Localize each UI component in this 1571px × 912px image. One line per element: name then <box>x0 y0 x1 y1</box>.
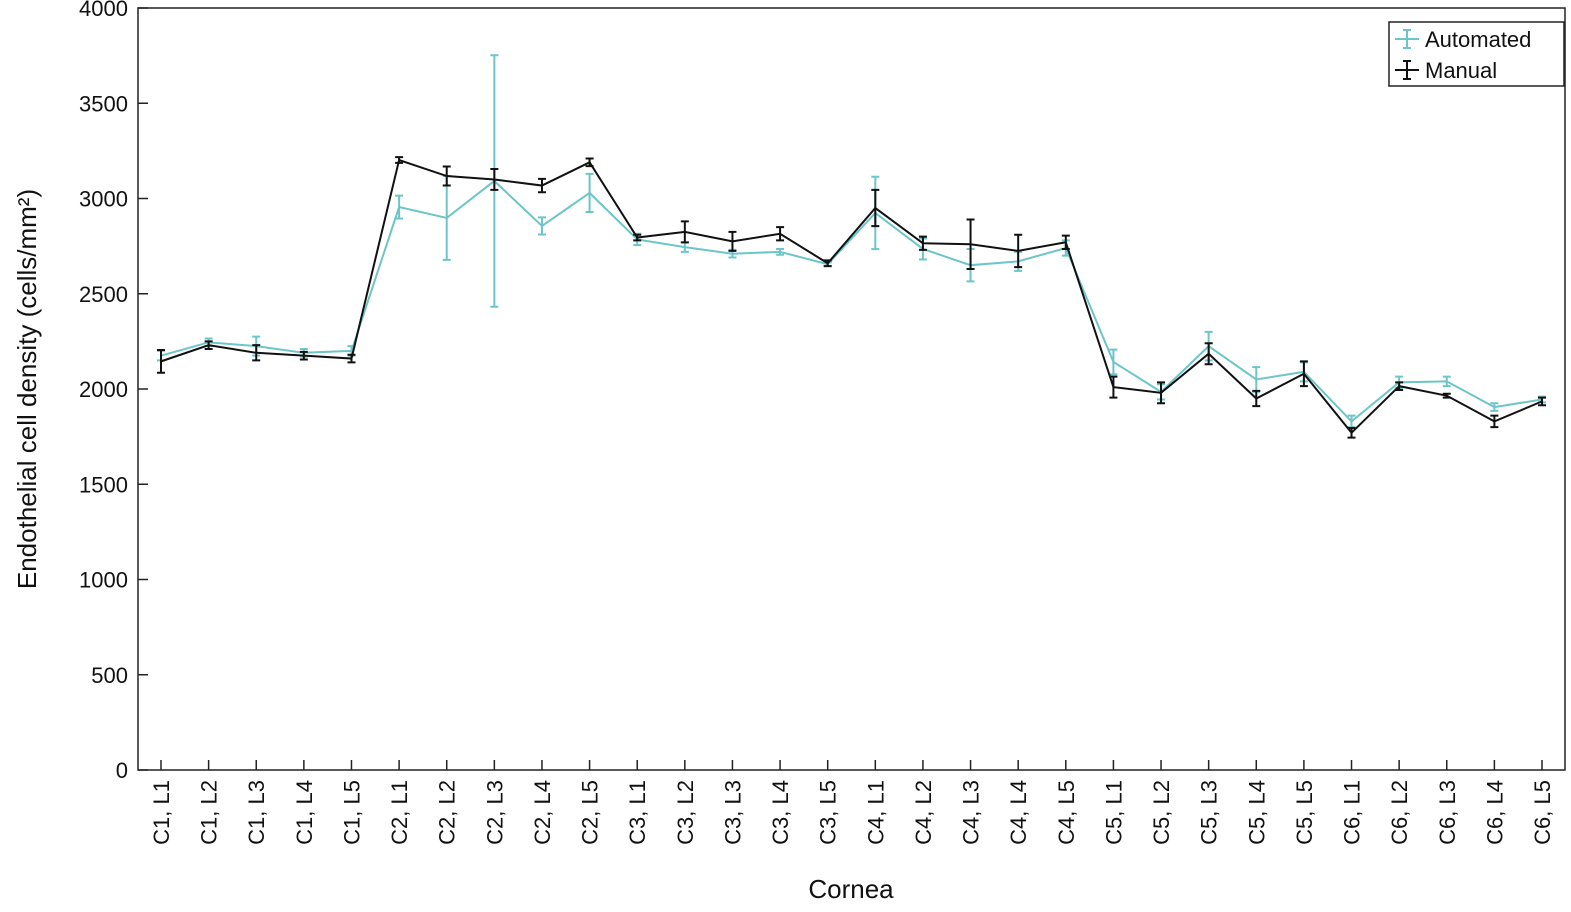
error-bar <box>1490 414 1499 429</box>
error-bar <box>1204 342 1213 366</box>
error-bar <box>395 156 404 164</box>
error-bar <box>347 353 356 364</box>
x-tick-label: C5, L4 <box>1244 780 1269 845</box>
error-bar <box>1538 396 1546 407</box>
x-tick-label: C4, L1 <box>863 780 888 845</box>
x-tick-label: C3, L5 <box>816 780 841 845</box>
error-bar <box>776 247 785 256</box>
x-tick-label: C4, L5 <box>1054 780 1079 845</box>
x-tick-label: C2, L1 <box>387 780 412 845</box>
x-tick-label: C4, L4 <box>1006 780 1031 845</box>
error-bar <box>1395 381 1404 391</box>
error-bar <box>1299 360 1308 388</box>
y-tick-label: 0 <box>116 758 128 783</box>
error-bar <box>490 167 499 191</box>
series-line <box>160 179 1543 423</box>
error-bar <box>585 172 594 214</box>
x-tick-label: C3, L3 <box>720 780 745 845</box>
legend-label: Automated <box>1425 27 1531 52</box>
x-tick-label: C2, L2 <box>435 780 460 845</box>
x-tick-label: C6, L4 <box>1482 780 1507 845</box>
y-tick-label: 2500 <box>79 282 128 307</box>
error-bar <box>204 340 213 350</box>
x-tick-label: C6, L3 <box>1435 780 1460 845</box>
error-bar <box>442 165 451 187</box>
error-bar <box>1252 389 1261 408</box>
series-line <box>160 158 1543 435</box>
y-tick-label: 1500 <box>79 472 128 497</box>
error-bar <box>252 344 261 362</box>
error-bar <box>1109 375 1118 399</box>
x-tick-label: C4, L2 <box>911 780 936 845</box>
y-tick-label: 4000 <box>79 0 128 21</box>
legend-swatch <box>1395 60 1419 80</box>
x-tick-label: C5, L2 <box>1149 780 1174 845</box>
error-bar <box>157 348 165 374</box>
y-axis-label: Endothelial cell density (cells/mm²) <box>12 189 42 589</box>
x-tick-label: C2, L5 <box>578 780 603 845</box>
x-tick-label: C2, L3 <box>482 780 507 845</box>
x-tick-label: C6, L5 <box>1530 780 1555 845</box>
y-tick-label: 3000 <box>79 187 128 212</box>
error-bar <box>537 177 546 194</box>
error-bar <box>1442 375 1451 388</box>
error-bar <box>1442 392 1451 399</box>
x-tick-label: C4, L3 <box>959 780 984 845</box>
y-tick-label: 2000 <box>79 377 128 402</box>
plot-frame <box>137 7 1566 771</box>
y-tick-label: 1000 <box>79 568 128 593</box>
x-tick-label: C3, L4 <box>768 780 793 845</box>
error-bar <box>680 220 689 244</box>
error-bar <box>966 218 975 270</box>
y-tick-label: 500 <box>91 663 128 688</box>
error-bar <box>1490 402 1499 412</box>
error-bar <box>1347 427 1356 439</box>
error-bar <box>871 188 880 228</box>
x-tick-label: C1, L1 <box>149 780 174 845</box>
error-bar <box>585 157 594 168</box>
y-tick-label: 3500 <box>79 91 128 116</box>
x-tick-label: C6, L2 <box>1387 780 1412 845</box>
error-bar <box>633 233 642 242</box>
x-tick-label: C1, L4 <box>292 780 317 845</box>
legend-box <box>1388 21 1565 87</box>
x-tick-label: C3, L1 <box>625 780 650 845</box>
x-tick-label: C5, L1 <box>1101 780 1126 845</box>
x-tick-label: C5, L3 <box>1197 780 1222 845</box>
x-tick-label: C1, L2 <box>197 780 222 845</box>
error-bar <box>1157 381 1166 405</box>
x-tick-label: C2, L4 <box>530 780 555 845</box>
error-bar <box>395 194 404 220</box>
x-tick-label: C1, L3 <box>244 780 269 845</box>
legend-swatch <box>1395 29 1419 49</box>
error-bar <box>823 259 832 268</box>
legend-label: Manual <box>1425 58 1497 83</box>
error-bar <box>537 216 546 236</box>
x-axis-label: Cornea <box>808 874 894 904</box>
error-bar <box>299 350 308 361</box>
x-tick-label: C3, L2 <box>673 780 698 845</box>
x-tick-label: C1, L5 <box>339 780 364 845</box>
error-bar <box>918 235 927 251</box>
error-bar <box>728 230 737 252</box>
x-tick-label: C5, L5 <box>1292 780 1317 845</box>
error-bar <box>1061 234 1070 250</box>
x-tick-label: C6, L1 <box>1340 780 1365 845</box>
error-bar <box>1109 348 1118 376</box>
error-bar <box>776 226 785 242</box>
error-bar <box>1014 233 1023 269</box>
